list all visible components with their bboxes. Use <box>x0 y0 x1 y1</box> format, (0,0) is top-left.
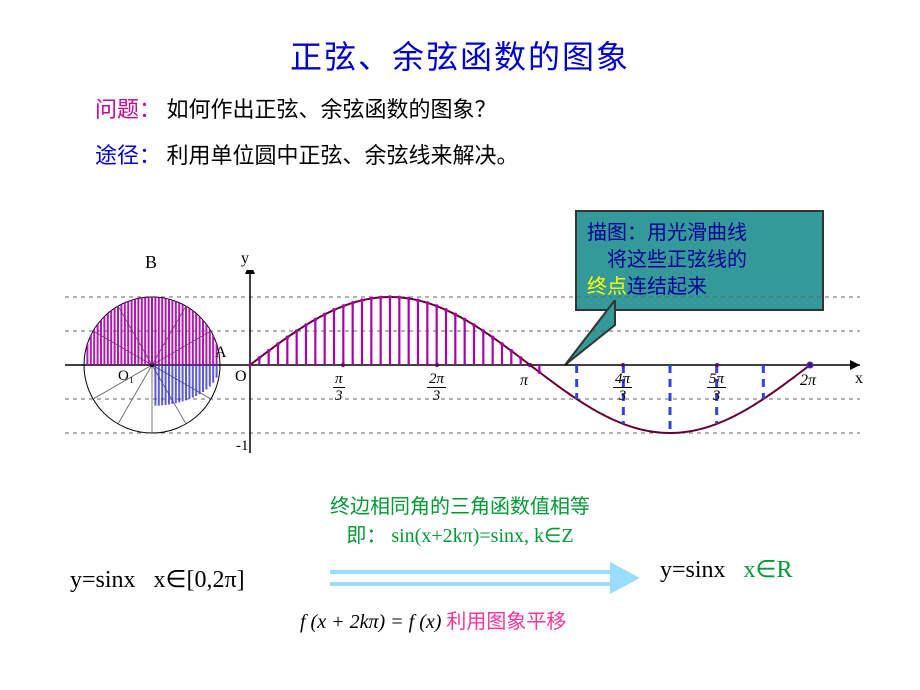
circle-origin-label: O₁ <box>118 368 134 385</box>
x-tick: 5π3 <box>707 372 726 404</box>
x-tick: π <box>520 372 528 390</box>
green-line2: 即： sin(x+2kπ)=sinx, k∈Z <box>0 519 920 548</box>
implication-arrow-icon <box>330 560 640 596</box>
green-line1: 终边相同角的三角函数值相等 <box>0 490 920 519</box>
x-tick: 2π <box>800 372 816 390</box>
x-tick: 4π3 <box>613 372 632 404</box>
approach-text: 利用单位圆中正弦、余弦线来解决。 <box>167 143 519 168</box>
callout-line1: 描图：用光滑曲线 <box>587 220 812 247</box>
approach-label: 途径： <box>95 143 161 168</box>
slide-title: 正弦、余弦函数的图象 <box>0 0 920 78</box>
point-B-label: B <box>145 252 157 273</box>
question-text: 如何作出正弦、余弦函数的图象？ <box>167 97 497 122</box>
equation-right: y=sinx x∈R <box>660 555 792 584</box>
bottom-area: 终边相同角的三角函数值相等 即： sin(x+2kπ)=sinx, k∈Z <box>0 490 920 548</box>
periodic-eq: f (x + 2kπ) = f (x) <box>300 611 441 633</box>
periodic-line: f (x + 2kπ) = f (x) 利用图象平移 <box>300 605 566 634</box>
equation-left: y=sinx x∈[0,2π] <box>70 565 245 594</box>
origin-label: O <box>235 368 247 386</box>
approach-line: 途径： 利用单位圆中正弦、余弦线来解决。 <box>95 138 920 170</box>
eq-left-domain: x∈[0,2π] <box>154 567 245 593</box>
eq-right-func: y=sinx <box>660 557 726 583</box>
eq-left-func: y=sinx <box>70 567 136 593</box>
x-tick: π3 <box>333 372 345 404</box>
neg1-label: -1 <box>236 438 249 455</box>
question-line: 问题： 如何作出正弦、余弦函数的图象？ <box>95 92 920 124</box>
graph-area: y x B A O₁ O -1 π32π3π4π35π32π <box>60 270 880 470</box>
x-axis-label: x <box>855 370 863 388</box>
x-tick: 2π3 <box>427 372 446 404</box>
question-label: 问题： <box>95 97 161 122</box>
sine-construction-graph <box>60 270 880 470</box>
point-A-label: A <box>215 344 227 362</box>
eq-right-domain: x∈R <box>744 557 793 583</box>
y-axis-label: y <box>241 250 249 268</box>
periodic-note: 利用图象平移 <box>446 611 566 633</box>
callout-prefix: 将这些正弦线的 <box>587 249 747 271</box>
